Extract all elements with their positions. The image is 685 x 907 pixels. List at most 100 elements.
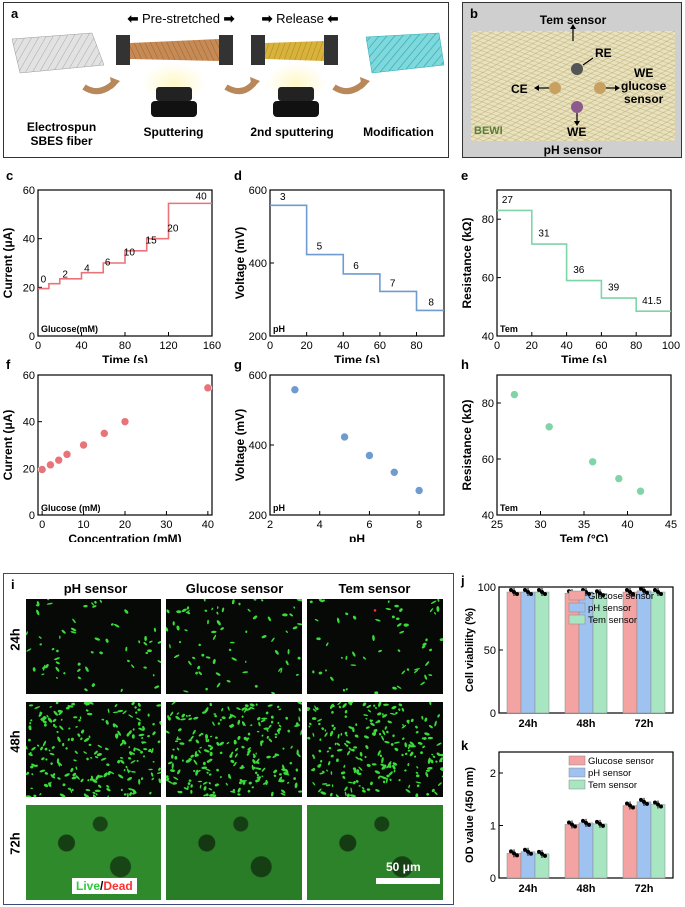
live-cell bbox=[393, 769, 396, 773]
live-cell bbox=[274, 736, 278, 739]
live-cell bbox=[267, 704, 273, 707]
x-tick-label: 4 bbox=[317, 519, 323, 531]
live-cell bbox=[384, 726, 387, 730]
live-cell bbox=[175, 715, 181, 720]
live-cell bbox=[256, 773, 260, 777]
live-cell bbox=[358, 785, 361, 787]
live-cell bbox=[247, 747, 252, 751]
live-cell bbox=[282, 613, 288, 617]
live-cell bbox=[436, 605, 440, 612]
y-tick-label: 60 bbox=[23, 185, 35, 197]
live-cell bbox=[330, 754, 334, 758]
live-cell bbox=[166, 730, 170, 734]
live-cell bbox=[59, 725, 64, 731]
live-cell bbox=[158, 767, 161, 771]
live-cell bbox=[234, 753, 238, 758]
live-cell bbox=[80, 737, 83, 741]
live-cell bbox=[174, 740, 179, 743]
live-cell bbox=[353, 746, 358, 749]
we-glucose-electrode bbox=[594, 82, 606, 94]
live-cell bbox=[382, 780, 386, 784]
legend-entry: Glucose sensor bbox=[588, 591, 654, 602]
live-cell bbox=[298, 716, 301, 722]
live-cell bbox=[392, 762, 398, 766]
live-cell bbox=[229, 641, 235, 644]
bar bbox=[650, 591, 666, 714]
live-cell bbox=[422, 745, 426, 749]
live-cell bbox=[70, 627, 77, 632]
live-cell bbox=[415, 725, 418, 729]
live-cell bbox=[421, 737, 425, 740]
panel-i: i pH sensor Glucose sensor Tem sensor 24… bbox=[3, 573, 454, 905]
live-cell bbox=[181, 608, 187, 613]
live-cell bbox=[72, 618, 76, 624]
live-cell bbox=[261, 635, 267, 639]
live-cell bbox=[138, 733, 145, 737]
live-cell bbox=[377, 712, 382, 716]
bar bbox=[650, 804, 666, 879]
panel-label-h: h bbox=[461, 357, 469, 372]
live-cell bbox=[36, 601, 40, 606]
live-cell bbox=[78, 719, 81, 722]
live-cell bbox=[280, 667, 283, 674]
live-cell bbox=[140, 741, 147, 744]
live-cell bbox=[154, 685, 160, 689]
electrode-layout bbox=[534, 24, 620, 126]
replicate-point bbox=[639, 586, 643, 591]
live-cell bbox=[106, 763, 110, 767]
plot-frame bbox=[496, 189, 672, 337]
modified-fiber-mat bbox=[365, 32, 445, 74]
live-cell bbox=[397, 649, 401, 652]
live-cell bbox=[207, 758, 213, 763]
live-cell bbox=[258, 722, 261, 727]
x-tick-label: 20 bbox=[119, 519, 131, 531]
live-cell bbox=[338, 705, 342, 709]
series-line bbox=[497, 209, 671, 312]
live-cell bbox=[110, 623, 114, 626]
live-cell bbox=[425, 769, 431, 772]
step-label: 6 bbox=[353, 261, 359, 272]
live-cell bbox=[93, 750, 98, 755]
live-cell bbox=[183, 690, 189, 693]
live-cell bbox=[261, 767, 266, 772]
step-modification-label: Modification bbox=[363, 125, 434, 139]
live-cell bbox=[32, 667, 36, 672]
live-cell bbox=[390, 743, 394, 746]
replicate-point bbox=[595, 589, 599, 594]
ph-sensor-label: pH sensor bbox=[543, 143, 603, 157]
live-cell bbox=[120, 788, 123, 792]
live-cell bbox=[127, 777, 132, 781]
live-cell bbox=[185, 759, 191, 763]
col-header-ph: pH sensor bbox=[63, 581, 128, 596]
live-cell bbox=[198, 749, 201, 754]
live-cell bbox=[285, 660, 289, 666]
live-cell bbox=[249, 706, 255, 710]
live-cell bbox=[49, 752, 55, 756]
live-cell bbox=[342, 688, 346, 692]
live-cell bbox=[56, 649, 59, 653]
live-cell bbox=[94, 789, 101, 793]
replicate-point bbox=[537, 588, 541, 593]
live-cell bbox=[220, 627, 224, 631]
live-cell bbox=[230, 759, 235, 764]
live-cell bbox=[170, 769, 175, 772]
live-cell bbox=[203, 794, 207, 797]
live-cell bbox=[403, 623, 408, 627]
live-cell bbox=[166, 775, 169, 779]
live-cell bbox=[401, 753, 404, 757]
live-cell bbox=[77, 668, 81, 672]
live-cell bbox=[101, 718, 105, 721]
live-cell bbox=[95, 774, 100, 781]
live-cell bbox=[361, 789, 366, 793]
live-cell bbox=[143, 666, 147, 669]
data-point bbox=[614, 474, 624, 483]
live-cell bbox=[321, 727, 325, 730]
live-cell bbox=[207, 738, 210, 743]
live-cell bbox=[137, 721, 141, 726]
live-cell bbox=[129, 791, 133, 796]
electrospun-fiber-mat bbox=[11, 32, 105, 74]
live-cell bbox=[166, 777, 170, 782]
live-cell bbox=[176, 625, 180, 631]
live-cell bbox=[429, 702, 432, 706]
live-cell bbox=[349, 794, 356, 797]
